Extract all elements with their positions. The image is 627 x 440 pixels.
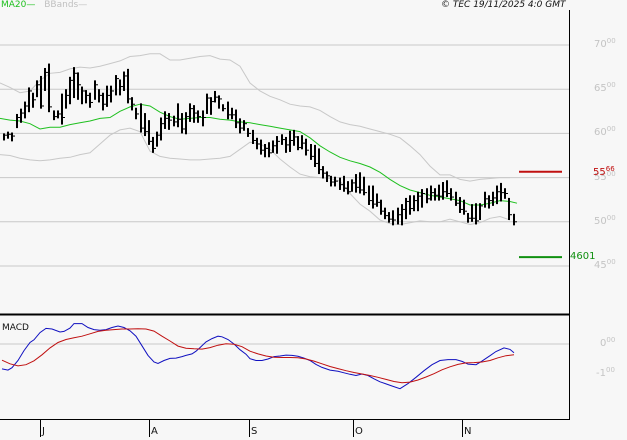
macd-tick-label: -100 [596,366,615,379]
macd-tick-label: 000 [600,336,616,349]
month-label: S [251,426,258,437]
macd-lines [1,323,515,390]
month-label: J [42,426,45,437]
price-gridlines [0,44,569,267]
y-tick-label: 5500 [594,169,616,183]
support-resistance-lines [519,170,562,259]
resistance-label: 5566 [593,165,615,178]
month-label: N [464,426,472,437]
month-label: A [151,426,158,437]
y-tick-label: 6500 [594,81,616,95]
y-tick-label: 4500 [594,258,616,271]
copyright-timestamp: © TEC 19/11/2025 4:0 GMT [441,0,566,10]
legend-bbands: BBands— [44,0,88,10]
y-tick-label: 5000 [594,213,616,227]
legend-ma20: MA20— [1,0,36,10]
bollinger-bands [0,53,511,226]
chart-frames [0,10,570,437]
y-tick-label: 6000 [594,125,616,139]
y-tick-label: 7000 [594,37,616,50]
ma20-line [0,103,518,206]
macd-panel-label: MACD [2,323,29,333]
support-label: 4601 [570,251,596,262]
price-bars [3,63,517,226]
month-label: O [355,426,363,437]
chart-legend: MA20— BBands— [1,0,87,11]
